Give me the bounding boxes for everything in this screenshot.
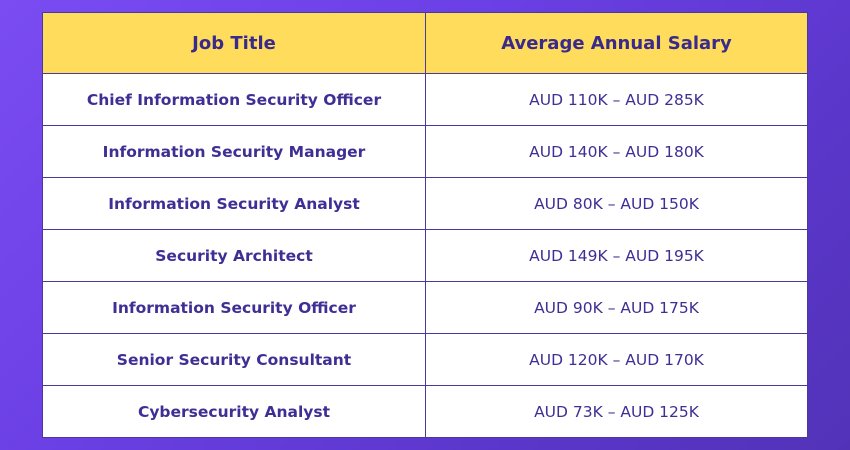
column-header-salary: Average Annual Salary <box>425 12 808 74</box>
table-header: Job Title Average Annual Salary <box>42 12 808 74</box>
column-header-job-title: Job Title <box>42 12 426 74</box>
table-row: Cybersecurity Analyst AUD 73K – AUD 125K <box>42 385 808 438</box>
table-row: Information Security Analyst AUD 80K – A… <box>42 177 808 230</box>
job-title-cell: Information Security Analyst <box>42 177 426 230</box>
salary-cell: AUD 80K – AUD 150K <box>425 177 808 230</box>
job-title-cell: Chief Information Security Officer <box>42 73 426 126</box>
table-row: Senior Security Consultant AUD 120K – AU… <box>42 333 808 386</box>
salary-table: Job Title Average Annual Salary Chief In… <box>42 12 808 438</box>
salary-cell: AUD 149K – AUD 195K <box>425 229 808 282</box>
job-title-cell: Security Architect <box>42 229 426 282</box>
salary-cell: AUD 120K – AUD 170K <box>425 333 808 386</box>
header-row: Job Title Average Annual Salary <box>42 12 808 74</box>
job-title-cell: Cybersecurity Analyst <box>42 385 426 438</box>
job-title-cell: Information Security Officer <box>42 281 426 334</box>
table-row: Security Architect AUD 149K – AUD 195K <box>42 229 808 282</box>
job-title-cell: Senior Security Consultant <box>42 333 426 386</box>
salary-cell: AUD 110K – AUD 285K <box>425 73 808 126</box>
table-row: Information Security Officer AUD 90K – A… <box>42 281 808 334</box>
salary-cell: AUD 90K – AUD 175K <box>425 281 808 334</box>
salary-cell: AUD 73K – AUD 125K <box>425 385 808 438</box>
table-row: Information Security Manager AUD 140K – … <box>42 125 808 178</box>
table-row: Chief Information Security Officer AUD 1… <box>42 73 808 126</box>
table-body: Chief Information Security Officer AUD 1… <box>42 73 808 438</box>
job-title-cell: Information Security Manager <box>42 125 426 178</box>
salary-cell: AUD 140K – AUD 180K <box>425 125 808 178</box>
